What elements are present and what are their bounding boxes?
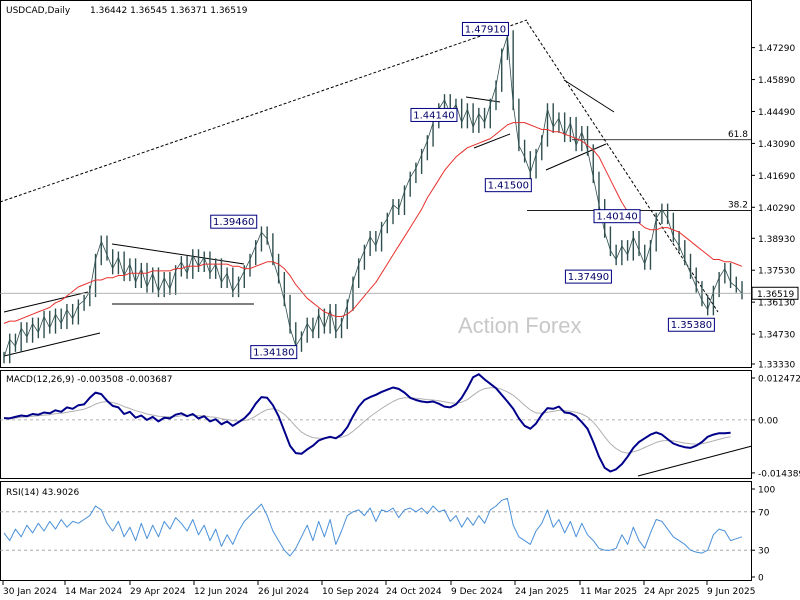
- macd-trendline: [637, 445, 753, 477]
- macd-layer: [0, 373, 751, 473]
- y-tick-label: 1.44490: [758, 108, 795, 118]
- y-tick-label: 0: [758, 574, 764, 584]
- x-tick-label: 12 Jun 2024: [194, 587, 248, 597]
- macd-title: MACD(12,26,9) -0.003508 -0.003687: [6, 375, 172, 385]
- y-tick-label: 1.41690: [758, 172, 795, 182]
- price-label-box: [484, 178, 532, 193]
- falling-dotted-trendline: [526, 21, 719, 313]
- y-tick-label: 1.37530: [758, 267, 795, 277]
- macd-line: [3, 373, 731, 473]
- y-tick-label: 1.40290: [758, 204, 795, 214]
- x-axis: 30 Jan 2024 14 Mar 2024 29 Apr 2024 12 Jun …: [2, 581, 755, 597]
- x-tick-label: 11 Mar 2025: [580, 587, 637, 597]
- channel-lower: [3, 332, 101, 357]
- price-title-symbol: USDCAD,Daily: [6, 6, 71, 16]
- price-label: 1.34180: [253, 348, 294, 359]
- price-label: 1.39460: [213, 217, 254, 228]
- moving-average-line: [3, 122, 743, 324]
- price-line: [3, 35, 743, 358]
- price-title: USDCAD,Daily 1.36442 1.36545 1.36371 1.3…: [6, 6, 248, 16]
- y-tick-label: 70: [758, 508, 770, 518]
- fib-label: 38.2: [728, 200, 748, 210]
- long-dotted-trendline: [0, 19, 528, 203]
- wedge-lower: [545, 143, 607, 171]
- price-label: 1.44140: [413, 110, 454, 121]
- x-tick-label: 9 Jun 2025: [707, 587, 755, 597]
- x-tick-label: 10 Sep 2024: [322, 587, 379, 597]
- price-layer: [3, 30, 743, 364]
- y-tick-label: 30: [758, 547, 770, 557]
- price-label-box: [210, 214, 258, 229]
- rsi-line: [3, 497, 743, 557]
- y-tick-label: 1.34730: [758, 331, 795, 341]
- price-title-ohlc: 1.36442 1.36545 1.36371 1.36519: [90, 6, 248, 16]
- current-price-layer: 1.36519: [0, 286, 799, 300]
- y-tick-label: 1.36130: [758, 299, 795, 309]
- y-tick-label: 100: [758, 486, 775, 496]
- wedge-upper: [563, 79, 615, 113]
- y-tick-label: 1.33330: [758, 361, 795, 371]
- y-tick-label: 1.45890: [758, 76, 795, 86]
- x-tick-label: 24 Apr 2025: [644, 587, 700, 597]
- x-tick-label: 29 Apr 2024: [130, 587, 186, 597]
- price-label-box: [667, 317, 715, 332]
- price-label-box: [593, 209, 641, 224]
- flag-lower: [473, 133, 511, 149]
- price-label-box: [564, 269, 612, 284]
- y-tick-label: 1.43090: [758, 140, 795, 150]
- y-tick-label: 1.47290: [758, 44, 795, 54]
- y-tick-label: 0.00: [758, 416, 778, 426]
- price-label-box: [250, 345, 298, 360]
- y-tick-label: 1.38930: [758, 235, 795, 245]
- watermark: Action Forex: [458, 313, 582, 338]
- price-annotations: 1.47910 1.44140 1.41500 1.39460 1.40140 1.374…: [210, 21, 715, 360]
- y-tick-label: 0.012472: [758, 375, 800, 385]
- rsi-layer: [0, 497, 751, 557]
- price-label: 1.40140: [596, 212, 637, 223]
- macd-signal-line: [4, 387, 731, 454]
- fib-label: 61.8: [728, 130, 748, 140]
- x-tick-label: 24 Jan 2025: [515, 587, 569, 597]
- x-tick-label: 30 Jan 2024: [3, 587, 57, 597]
- x-tick-label: 9 Dec 2024: [451, 587, 503, 597]
- price-label-box: [461, 21, 509, 36]
- price-label: 1.41500: [488, 181, 529, 192]
- y-tick-label: -0.014389: [758, 469, 800, 479]
- trend-lines: [0, 19, 753, 477]
- macd-panel: [0, 370, 752, 479]
- price-label: 1.47910: [465, 24, 506, 35]
- current-price-box: [751, 286, 799, 300]
- current-price-label: 1.36519: [757, 290, 794, 300]
- x-tick-label: 26 Jul 2024: [258, 587, 309, 597]
- flag-upper: [465, 96, 501, 103]
- y-axes: 1.47290 1.45890 1.44490 1.43090 1.41690 1.402…: [751, 44, 800, 584]
- price-label: 1.35380: [671, 320, 712, 331]
- rsi-panel: [0, 481, 752, 581]
- x-tick-label: 24 Oct 2024: [386, 587, 442, 597]
- rsi-title: RSI(14) 43.9026: [6, 488, 79, 498]
- price-panel: [0, 0, 752, 368]
- channel-upper: [3, 291, 89, 313]
- price-label-box: [410, 107, 458, 122]
- x-tick-label: 14 Mar 2024: [65, 587, 122, 597]
- price-label: 1.37490: [568, 272, 609, 283]
